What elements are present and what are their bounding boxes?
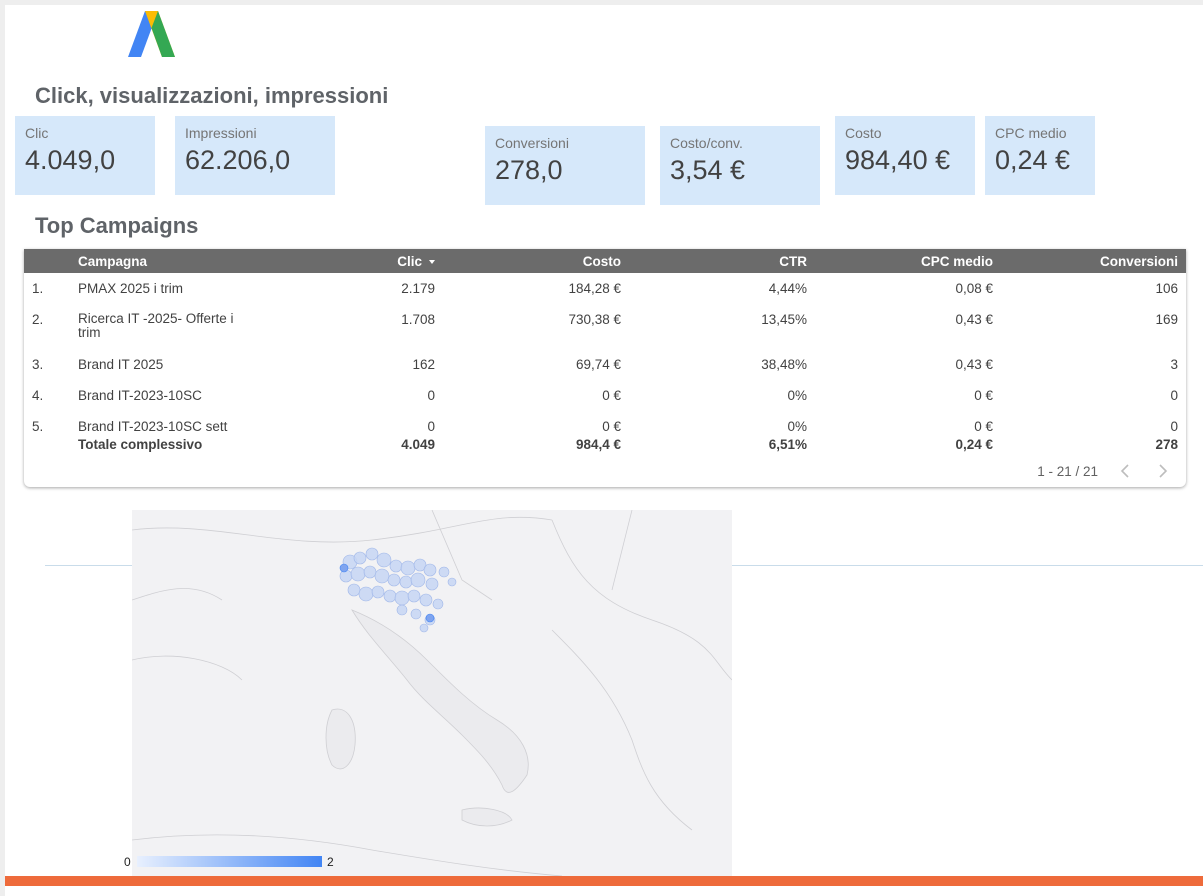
header-index	[24, 249, 70, 273]
campaigns-table-card: Campagna Clic Costo CTR CPC medio Conver…	[24, 249, 1186, 487]
total-costo: 984,4 €	[575, 437, 621, 452]
kpi-label: CPC medio	[995, 125, 1067, 141]
header-clic-label: Clic	[397, 253, 422, 269]
kpi-label: Conversioni	[495, 135, 569, 151]
cell-ctr: 13,45%	[761, 312, 807, 327]
table-row[interactable]: 3. Brand IT 2025 162 69,74 € 38,48% 0,43…	[24, 349, 1186, 380]
cell-costo: 730,38 €	[568, 312, 621, 327]
cell-costo: 69,74 €	[575, 357, 621, 372]
kpi-card-costo[interactable]: Costo 984,40 €	[835, 116, 975, 195]
legend-gradient	[137, 856, 322, 867]
kpi-value: 4.049,0	[25, 145, 116, 175]
table-row[interactable]: 4. Brand IT-2023-10SC 0 0 € 0% 0 € 0	[24, 380, 1186, 411]
cell-clic: 2.179	[401, 281, 435, 296]
cell-costo: 184,28 €	[568, 281, 621, 296]
cell-cpc: 0,43 €	[955, 357, 993, 372]
header-clic[interactable]: Clic	[250, 249, 443, 273]
map-canvas	[132, 510, 732, 877]
row-index: 4.	[32, 388, 44, 403]
kpi-card-impressioni[interactable]: Impressioni 62.206,0	[175, 116, 335, 195]
google-ads-logo	[128, 11, 175, 57]
total-ctr: 6,51%	[768, 437, 807, 452]
table-header-row: Campagna Clic Costo CTR CPC medio Conver…	[24, 249, 1186, 273]
kpi-value: 62.206,0	[185, 145, 291, 175]
cell-conversioni: 0	[1170, 388, 1178, 403]
kpi-value: 278,0	[495, 155, 563, 185]
row-index: 5.	[32, 419, 44, 434]
header-campagna[interactable]: Campagna	[78, 253, 148, 269]
cell-conversioni: 169	[1155, 312, 1178, 327]
campaigns-table: Campagna Clic Costo CTR CPC medio Conver…	[24, 249, 1186, 456]
header-ctr[interactable]: CTR	[779, 253, 807, 269]
cell-conversioni: 0	[1170, 419, 1178, 434]
kpi-label: Costo/conv.	[670, 135, 743, 151]
cell-costo: 0 €	[602, 388, 621, 403]
cell-clic: 0	[427, 419, 435, 434]
total-clic: 4.049	[401, 437, 435, 452]
row-index: 3.	[32, 357, 44, 372]
section-title-clicks: Click, visualizzazioni, impressioni	[35, 83, 389, 108]
cell-clic: 162	[412, 357, 435, 372]
cell-clic: 0	[427, 388, 435, 403]
total-label: Totale complessivo	[78, 437, 203, 452]
kpi-value: 0,24 €	[995, 145, 1071, 175]
legend-min: 0	[124, 855, 131, 869]
cell-conversioni: 3	[1170, 357, 1178, 372]
header-conversioni[interactable]: Conversioni	[1099, 253, 1178, 269]
kpi-label: Impressioni	[185, 125, 257, 141]
cell-cpc: 0 €	[974, 419, 993, 434]
kpi-card-cpc-medio[interactable]: CPC medio 0,24 €	[985, 116, 1095, 195]
campaign-name: Brand IT-2023-10SC sett	[78, 419, 228, 434]
row-index: 1.	[32, 281, 44, 296]
cell-ctr: 4,44%	[768, 281, 807, 296]
kpi-value: 984,40 €	[845, 145, 951, 175]
cell-clic: 1.708	[401, 312, 435, 327]
chevron-left-icon[interactable]	[1114, 461, 1136, 481]
kpi-card-costo-conv[interactable]: Costo/conv. 3,54 €	[660, 126, 820, 205]
row-index: 2.	[32, 312, 44, 327]
chevron-right-icon[interactable]	[1152, 461, 1174, 481]
campaign-name: Brand IT 2025	[78, 357, 164, 372]
cell-ctr: 0%	[787, 388, 807, 403]
cell-ctr: 0%	[787, 419, 807, 434]
kpi-label: Clic	[25, 125, 49, 141]
total-cpc: 0,24 €	[955, 437, 993, 452]
cell-conversioni: 106	[1155, 281, 1178, 296]
table-total-row: Totale complessivo 4.049 984,4 € 6,51% 0…	[24, 434, 1186, 456]
report-page: Click, visualizzazioni, impressioni Clic…	[5, 5, 1203, 896]
cell-ctr: 38,48%	[761, 357, 807, 372]
kpi-label: Costo	[845, 125, 882, 141]
total-index	[24, 434, 70, 456]
cell-cpc: 0,43 €	[955, 312, 993, 327]
campaign-name: Brand IT-2023-10SC	[78, 388, 202, 403]
table-row[interactable]: 1. PMAX 2025 i trim 2.179 184,28 € 4,44%…	[24, 273, 1186, 304]
campaign-name: Ricerca IT -2025- Offerte i trim	[78, 311, 234, 340]
sort-desc-icon	[429, 259, 435, 264]
pagination-label: 1 - 21 / 21	[1037, 463, 1098, 479]
legend-max: 2	[327, 855, 334, 869]
table-pagination: 1 - 21 / 21	[1037, 461, 1174, 481]
campaign-name: PMAX 2025 i trim	[78, 281, 184, 296]
kpi-card-conversioni[interactable]: Conversioni 278,0	[485, 126, 645, 205]
cell-costo: 0 €	[602, 419, 621, 434]
header-cpc-medio[interactable]: CPC medio	[920, 253, 993, 269]
kpi-card-clic[interactable]: Clic 4.049,0	[15, 116, 155, 195]
cell-cpc: 0 €	[974, 388, 993, 403]
table-row[interactable]: 2. Ricerca IT -2025- Offerte i trim 1.70…	[24, 304, 1186, 349]
table-row[interactable]: 5. Brand IT-2023-10SC sett 0 0 € 0% 0 € …	[24, 411, 1186, 434]
cell-cpc: 0,08 €	[955, 281, 993, 296]
footer-accent-bar	[5, 876, 1203, 886]
total-conversioni: 278	[1155, 437, 1178, 452]
kpi-value: 3,54 €	[670, 155, 746, 185]
section-title-campaigns: Top Campaigns	[35, 213, 199, 238]
header-costo[interactable]: Costo	[582, 253, 621, 269]
geo-map[interactable]	[132, 510, 732, 886]
